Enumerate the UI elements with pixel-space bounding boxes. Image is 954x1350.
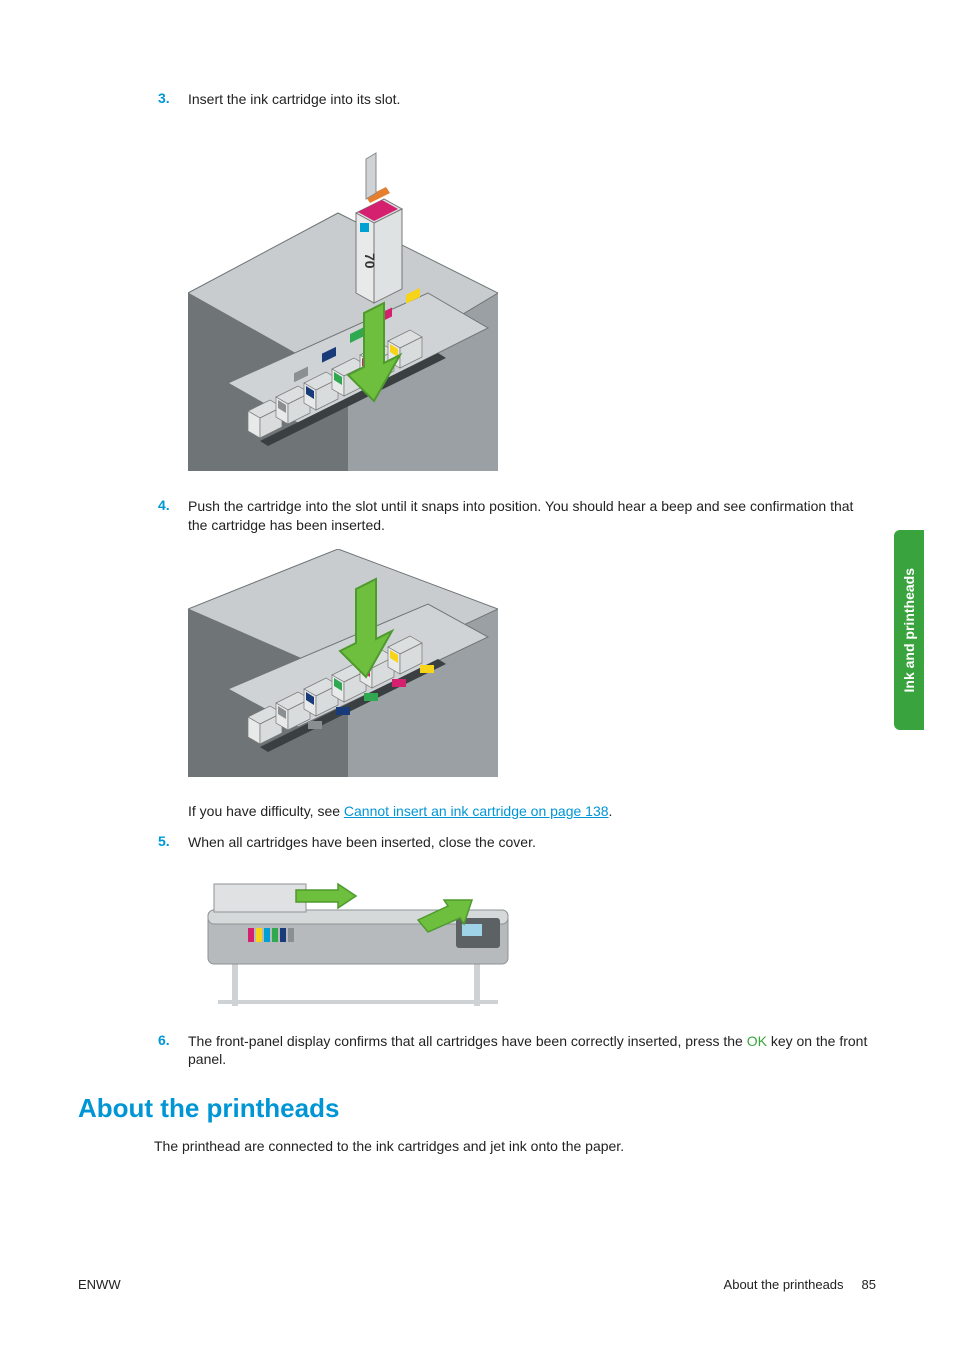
- step-4: 4. Push the cartridge into the slot unti…: [158, 497, 876, 535]
- step-number: 4.: [158, 497, 188, 535]
- step-5: 5. When all cartridges have been inserte…: [158, 833, 876, 852]
- footer-page-number: 85: [862, 1277, 876, 1292]
- link-cannot-insert-cartridge[interactable]: Cannot insert an ink cartridge on page 1…: [344, 803, 609, 819]
- difficulty-prefix: If you have difficulty, see: [188, 803, 344, 819]
- page-footer: ENWW About the printheads 85: [78, 1277, 876, 1292]
- illustration-svg: [188, 866, 528, 1006]
- illustration-push-cartridge: [188, 549, 876, 777]
- step-3: 3. Insert the ink cartridge into its slo…: [158, 90, 876, 109]
- step-number: 6.: [158, 1032, 188, 1070]
- difficulty-note: If you have difficulty, see Cannot inser…: [188, 803, 876, 819]
- step6-before: The front-panel display confirms that al…: [188, 1033, 747, 1049]
- illustration-close-cover: [188, 866, 876, 1006]
- section-body-text: The printhead are connected to the ink c…: [154, 1138, 876, 1154]
- step-6: 6. The front-panel display confirms that…: [158, 1032, 876, 1070]
- step-number: 3.: [158, 90, 188, 109]
- step-text: The front-panel display confirms that al…: [188, 1032, 876, 1070]
- difficulty-suffix: .: [609, 803, 613, 819]
- side-tab-label: Ink and printheads: [901, 568, 917, 692]
- footer-left: ENWW: [78, 1277, 121, 1292]
- ordered-steps: 3. Insert the ink cartridge into its slo…: [158, 90, 876, 1069]
- illustration-svg: 70: [188, 123, 498, 471]
- step-text: Push the cartridge into the slot until i…: [188, 497, 876, 535]
- side-tab: Ink and printheads: [894, 530, 924, 730]
- ok-key-label: OK: [747, 1033, 767, 1049]
- illustration-svg: [188, 549, 498, 777]
- svg-text:70: 70: [362, 253, 378, 269]
- illustration-insert-cartridge: 70: [188, 123, 876, 471]
- step-text: When all cartridges have been inserted, …: [188, 833, 876, 852]
- step-text: Insert the ink cartridge into its slot.: [188, 90, 876, 109]
- heading-about-printheads: About the printheads: [78, 1093, 876, 1124]
- footer-section-label: About the printheads: [724, 1277, 844, 1292]
- page: 3. Insert the ink cartridge into its slo…: [0, 0, 954, 1350]
- step-number: 5.: [158, 833, 188, 852]
- footer-right: About the printheads 85: [724, 1277, 876, 1292]
